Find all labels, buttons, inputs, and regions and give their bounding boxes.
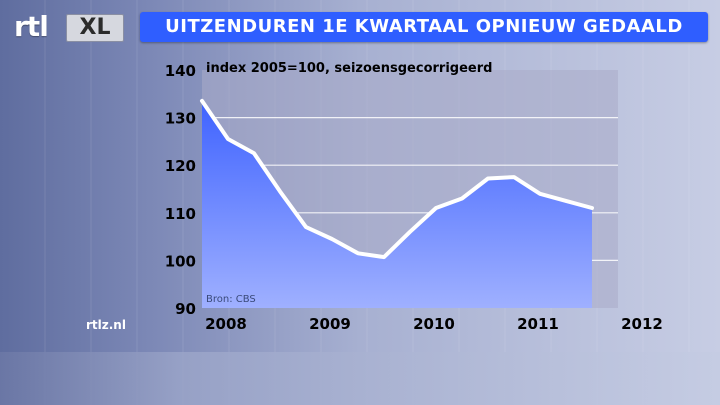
series-line xyxy=(200,98,594,260)
x-axis-ticks: 2008 2009 2010 2011 2012 xyxy=(205,315,663,333)
data-point xyxy=(304,225,308,229)
y-tick-label: 130 xyxy=(165,110,196,128)
website-label: rtlz.nl xyxy=(86,318,126,332)
series-points xyxy=(200,99,594,259)
bottom-band xyxy=(0,352,720,405)
chart-subtitle: index 2005=100, seizoensgecorrigeerd xyxy=(206,61,492,76)
y-tick-label: 110 xyxy=(165,205,196,223)
title-bar: UITZENDUREN 1E KWARTAAL OPNIEUW GEDAALD xyxy=(140,12,708,42)
x-tick-label: 2010 xyxy=(413,315,455,333)
data-point xyxy=(382,255,386,259)
data-point xyxy=(590,206,594,210)
data-point xyxy=(200,99,204,103)
y-tick-label: 140 xyxy=(165,62,196,80)
data-point xyxy=(460,197,464,200)
x-tick-label: 2008 xyxy=(205,315,247,333)
data-point xyxy=(408,230,412,234)
data-point xyxy=(512,175,516,179)
data-point xyxy=(278,189,282,193)
data-point xyxy=(226,137,230,141)
data-point xyxy=(538,192,542,196)
y-tick-label: 90 xyxy=(175,300,196,318)
data-point xyxy=(564,199,568,203)
x-tick-label: 2012 xyxy=(621,315,663,333)
rtl-xl-logo: rtl XL xyxy=(14,10,124,44)
series-area xyxy=(202,100,592,309)
data-point xyxy=(356,251,360,255)
data-point xyxy=(330,237,334,241)
data-point xyxy=(486,177,490,180)
data-point xyxy=(434,206,438,210)
y-axis-ticks: 90 100 110 120 130 140 xyxy=(165,62,196,318)
y-tick-label: 120 xyxy=(165,157,196,175)
logo-rtl-text: rtl xyxy=(14,10,49,43)
source-label: Bron: CBS xyxy=(206,294,256,305)
x-tick-label: 2011 xyxy=(517,315,559,333)
data-point xyxy=(252,151,256,155)
y-tick-label: 100 xyxy=(165,252,196,270)
logo-xl-badge: XL xyxy=(66,14,124,42)
x-tick-label: 2009 xyxy=(309,315,351,333)
headline: UITZENDUREN 1E KWARTAAL OPNIEUW GEDAALD xyxy=(165,16,683,37)
